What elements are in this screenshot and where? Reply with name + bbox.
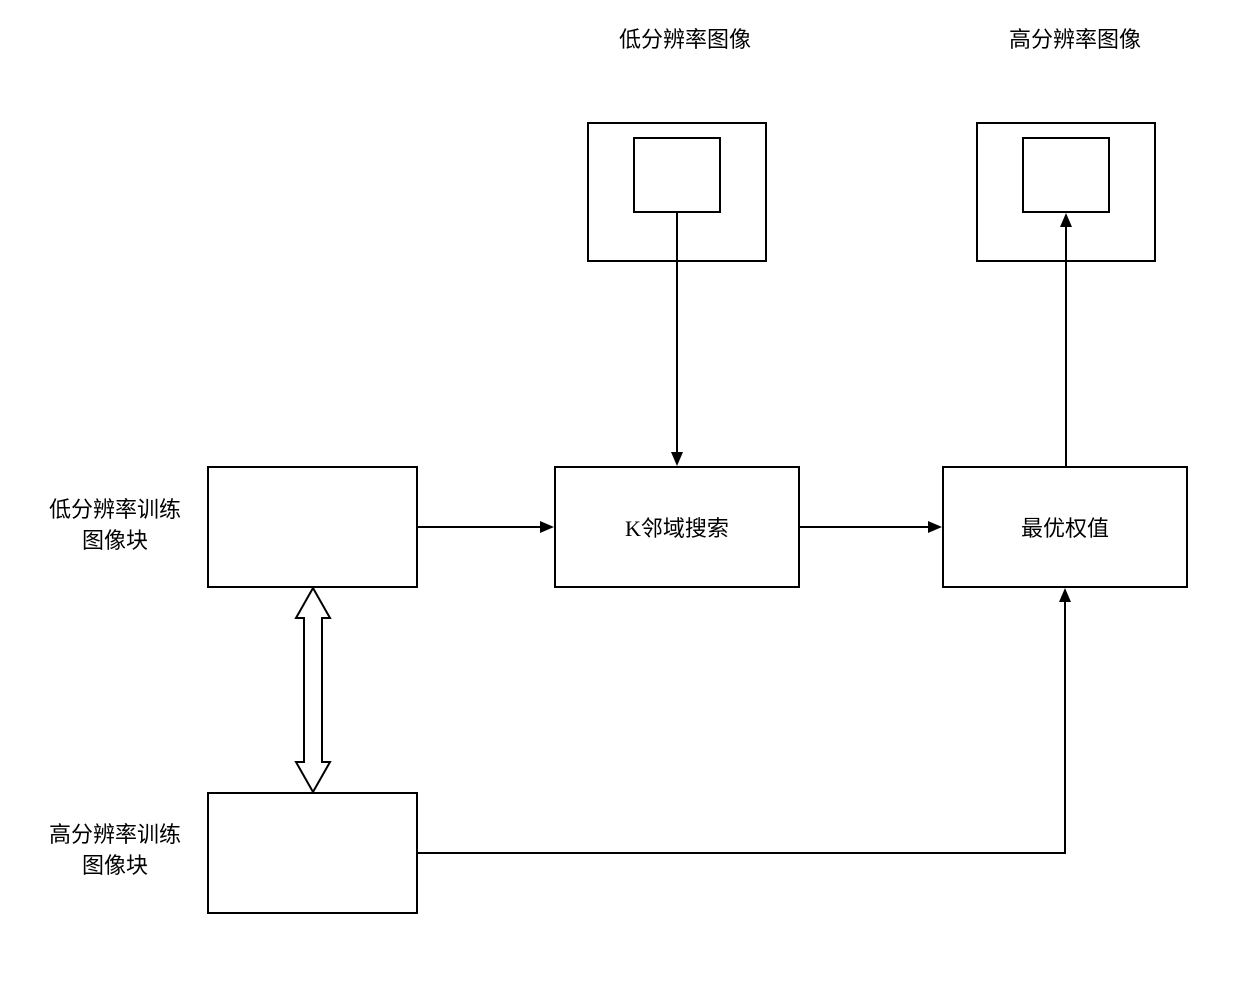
low-res-image-patch xyxy=(633,137,721,213)
arrow-lowres-to-ksearch xyxy=(671,213,685,468)
low-res-training-label: 低分辨率训练 图像块 xyxy=(35,495,195,557)
low-res-training-box xyxy=(207,466,418,588)
high-res-image-title: 高分辨率图像 xyxy=(990,25,1160,56)
low-res-image-title: 低分辨率图像 xyxy=(600,25,770,56)
optimal-weights-text: 最优权值 xyxy=(1021,511,1109,543)
arrow-ksearch-to-weights xyxy=(800,520,944,534)
k-neighbor-search-text: K邻域搜索 xyxy=(625,511,729,543)
high-res-training-label: 高分辨率训练 图像块 xyxy=(35,820,195,882)
double-arrow-training xyxy=(292,588,334,794)
arrow-training1-to-ksearch xyxy=(418,520,556,534)
high-res-training-box xyxy=(207,792,418,914)
arrow-training2-to-weights xyxy=(418,588,1078,858)
high-res-image-patch xyxy=(1022,137,1110,213)
optimal-weights-box: 最优权值 xyxy=(942,466,1188,588)
arrow-weights-to-highres xyxy=(1059,213,1073,468)
k-neighbor-search-box: K邻域搜索 xyxy=(554,466,800,588)
